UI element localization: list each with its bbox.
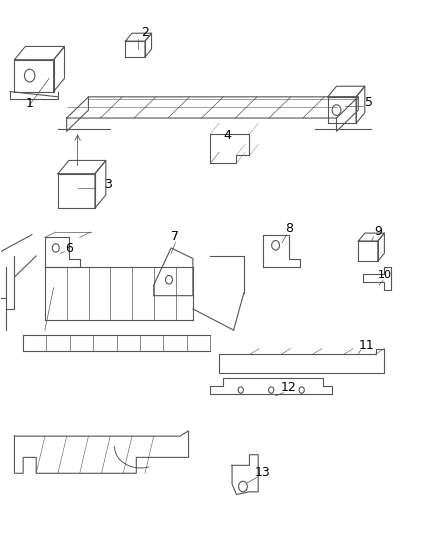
Text: 6: 6 [65, 241, 73, 255]
Text: 10: 10 [378, 270, 392, 280]
Text: 2: 2 [141, 26, 149, 39]
Text: 13: 13 [254, 466, 270, 479]
Text: 7: 7 [172, 230, 180, 243]
Text: 12: 12 [281, 381, 297, 394]
Text: 3: 3 [104, 178, 112, 191]
Text: 9: 9 [374, 225, 382, 238]
Text: 5: 5 [365, 96, 373, 109]
Text: 8: 8 [285, 222, 293, 235]
Text: 4: 4 [224, 129, 232, 142]
Text: 1: 1 [26, 98, 34, 110]
Text: 11: 11 [359, 338, 375, 352]
